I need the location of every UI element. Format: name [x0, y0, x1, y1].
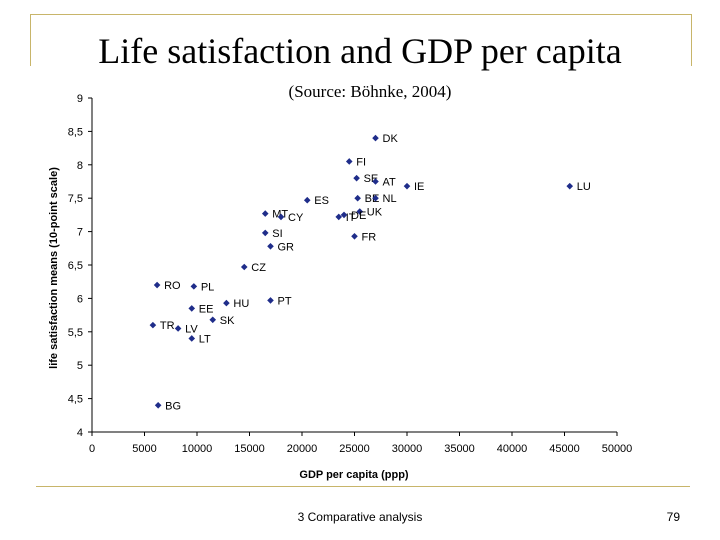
data-point-ee [188, 305, 196, 312]
point-label-uk: UK [367, 207, 383, 219]
y-tick-label: 7,5 [68, 193, 83, 205]
point-label-pt: PT [278, 295, 292, 307]
point-label-gr: GR [278, 241, 295, 253]
data-point-ro [153, 281, 161, 289]
data-point-be [354, 194, 361, 202]
data-point-hu [223, 299, 230, 307]
data-point-si [261, 229, 269, 237]
y-tick-label: 6 [77, 293, 83, 305]
data-point-ie [403, 182, 411, 190]
data-point-fr [351, 232, 358, 240]
point-label-fi: FI [356, 156, 366, 168]
point-label-tr: TR [160, 320, 175, 332]
x-tick-label: 15000 [234, 443, 265, 455]
point-label-fr: FR [362, 231, 377, 243]
point-label-cy: CY [288, 212, 304, 224]
point-label-ie: IE [414, 181, 424, 193]
point-label-es: ES [314, 195, 329, 207]
y-tick-label: 8,5 [68, 126, 83, 138]
page-number: 79 [666, 510, 680, 524]
data-point-fi [345, 158, 353, 165]
data-point-nl [372, 194, 379, 202]
y-tick-label: 4 [77, 427, 83, 439]
x-axis-title: GDP per capita (ppp) [299, 469, 409, 481]
y-tick-label: 7 [77, 227, 83, 239]
y-tick-label: 6,5 [68, 260, 83, 272]
point-label-nl: NL [383, 193, 397, 205]
top-rule [30, 14, 692, 15]
point-label-si: SI [272, 228, 282, 240]
data-point-de [340, 211, 348, 219]
data-point-se [353, 174, 360, 182]
x-tick-label: 50000 [602, 443, 633, 455]
left-rule [30, 14, 31, 66]
y-axis-title: life satisfaction means (10-point scale) [48, 167, 60, 369]
chart-axes [91, 98, 617, 433]
data-point-pl [190, 283, 198, 290]
x-tick-label: 10000 [182, 443, 213, 455]
data-point-cy [277, 213, 285, 221]
point-label-hu: HU [233, 298, 249, 310]
x-axis-ticks: 0 5000 10000 15000 20000 25000 30000 35000 40000… [89, 432, 632, 455]
point-label-at: AT [383, 177, 397, 189]
x-tick-label: 5000 [132, 443, 156, 455]
y-axis-ticks: 4 4,5 5 5,5 6 6,5 7 7,5 8 8,5 9 [68, 93, 92, 439]
x-tick-label: 25000 [339, 443, 370, 455]
data-points: DKFISEATIELUBENLESUKMTCYITDESIFRGRCZROPL… [149, 133, 591, 412]
data-point-dk [372, 134, 379, 142]
point-label-pl: PL [201, 281, 214, 293]
x-tick-label: 35000 [444, 443, 475, 455]
data-point-tr [149, 321, 157, 329]
point-label-ro: RO [164, 280, 181, 292]
data-point-lt [188, 335, 196, 342]
right-rule [691, 14, 692, 66]
y-tick-label: 5,5 [68, 327, 83, 339]
slide-title: Life satisfaction and GDP per capita [98, 31, 622, 71]
data-point-bg [154, 401, 162, 409]
data-point-es [303, 196, 311, 204]
data-point-cz [240, 263, 248, 271]
data-point-it [335, 213, 343, 221]
x-tick-label: 40000 [497, 443, 528, 455]
data-point-at [372, 178, 379, 185]
point-label-dk: DK [383, 133, 399, 145]
data-point-uk [356, 208, 364, 215]
point-label-lv: LV [185, 323, 198, 335]
point-label-cz: CZ [251, 262, 266, 274]
bottom-rule [36, 486, 690, 487]
y-tick-label: 4,5 [68, 394, 83, 406]
data-point-mt [261, 210, 269, 217]
y-tick-label: 8 [77, 160, 83, 172]
slide-footer: 3 Comparative analysis [297, 510, 423, 524]
y-tick-label: 5 [77, 360, 83, 372]
point-label-lu: LU [577, 181, 591, 193]
point-label-sk: SK [220, 315, 235, 327]
y-tick-label: 9 [77, 93, 83, 105]
data-point-lu [566, 182, 574, 190]
data-point-lv [174, 325, 182, 332]
slide-subtitle: (Source: Böhnke, 2004) [288, 82, 452, 101]
x-tick-label: 45000 [549, 443, 580, 455]
data-point-sk [209, 316, 217, 324]
point-label-de: DE [351, 210, 366, 222]
data-point-pt [267, 297, 274, 304]
point-label-it: IT [346, 212, 356, 224]
data-point-gr [267, 242, 274, 250]
x-tick-label: 0 [89, 443, 95, 455]
point-label-lt: LT [199, 333, 211, 345]
point-label-bg: BG [165, 400, 181, 412]
x-tick-label: 30000 [392, 443, 423, 455]
x-tick-label: 20000 [287, 443, 318, 455]
point-label-ee: EE [199, 303, 214, 315]
